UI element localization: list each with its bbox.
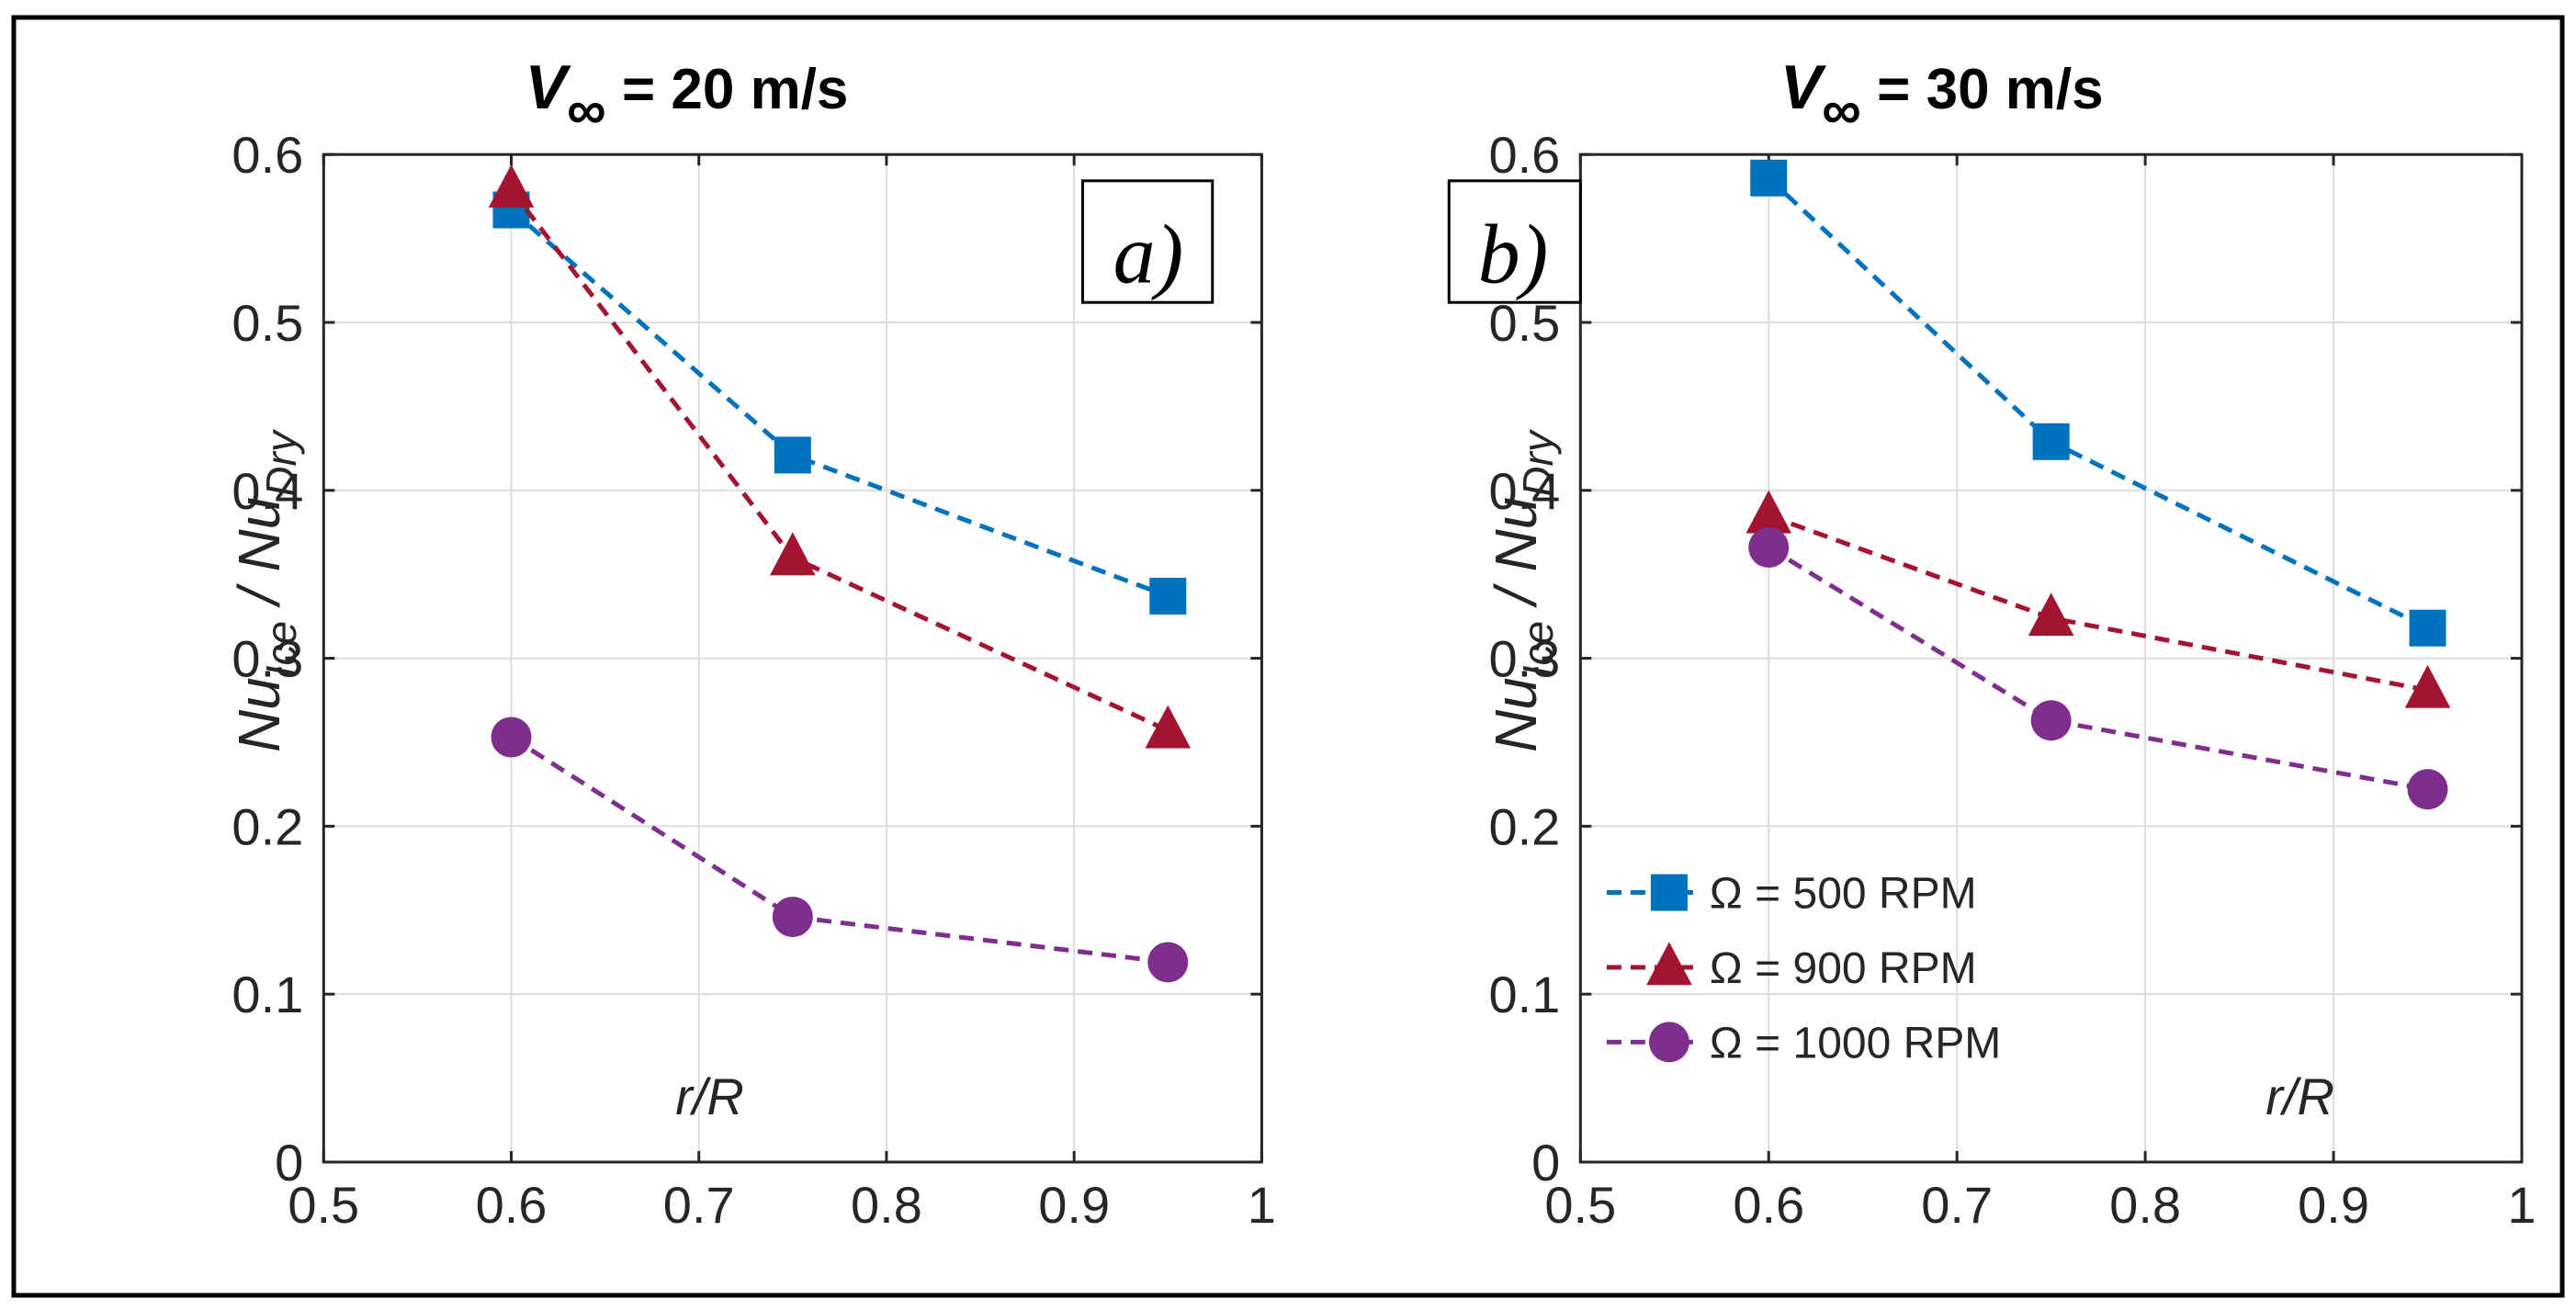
title-rest: = 20 m/s (606, 58, 849, 121)
data-point (2407, 769, 2448, 810)
x-tick-label: 0.9 (1038, 1176, 1110, 1234)
ylabel-separator: / (226, 572, 292, 621)
y-tick-label: 0.4 (232, 462, 303, 520)
data-point (488, 164, 535, 208)
ylabel-sub-dry: Dry (1514, 428, 1562, 497)
ylabel-nu-2: Nu (1483, 497, 1549, 572)
legend-marker (1648, 1022, 1689, 1063)
title-subscript: ∞ (567, 79, 606, 141)
data-point (772, 897, 813, 938)
y-tick-label: 0.4 (1488, 462, 1560, 520)
x-tick-label: 0.8 (2109, 1176, 2181, 1234)
y-tick-label: 0 (1531, 1134, 1560, 1191)
data-point (1149, 577, 1187, 615)
x-axis-label: r/R (675, 1067, 744, 1125)
x-tick-label: 0.9 (2298, 1176, 2369, 1234)
y-axis-label: NuIce / NuDry (226, 428, 305, 752)
panel-label-box (1447, 179, 1582, 304)
y-tick-label: 0.2 (232, 797, 303, 855)
x-tick-label: 1 (2507, 1176, 2536, 1234)
x-tick-label: 0.5 (1544, 1176, 1616, 1234)
ylabel-nu-2: Nu (226, 497, 292, 572)
panel-label-box (1080, 179, 1215, 304)
data-point (2404, 664, 2451, 708)
x-tick-label: 0.6 (476, 1176, 548, 1234)
data-point (2409, 609, 2446, 647)
y-axis-label: NuIce / NuDry (1483, 428, 1562, 752)
data-point (491, 717, 532, 758)
data-point (2030, 700, 2072, 741)
x-tick-label: 0.7 (663, 1176, 735, 1234)
data-point (1746, 490, 1792, 534)
legend: Ω = 500 RPM Ω = 900 RPM Ω = 1000 RPM (1606, 870, 2001, 1067)
legend-label: Ω = 900 RPM (1710, 944, 1977, 993)
ylabel-separator: / (1483, 572, 1549, 621)
x-tick-label: 0.8 (851, 1176, 922, 1234)
ylabel-nu-1: Nu (1483, 677, 1549, 752)
title-subscript: ∞ (1822, 79, 1861, 141)
title-variable: V (525, 52, 572, 122)
chart-title: V∞ = 20 m/s (525, 52, 849, 141)
data-point (1147, 942, 1189, 983)
y-tick-label: 0.1 (1488, 966, 1560, 1023)
panel-label: a) (1113, 208, 1184, 301)
data-point (2028, 593, 2074, 637)
legend-label: Ω = 1000 RPM (1710, 1019, 2001, 1067)
title-rest: = 30 m/s (1861, 58, 2104, 121)
y-tick-label: 0.1 (232, 966, 303, 1023)
data-point (1750, 159, 1788, 197)
y-tick-label: 0 (275, 1134, 303, 1191)
legend-marker (1650, 874, 1688, 911)
y-tick-label: 0.6 (232, 126, 303, 184)
ylabel-nu-1: Nu (226, 677, 292, 752)
data-point (1748, 526, 1790, 568)
y-tick-label: 0.5 (232, 294, 303, 352)
series-circle (491, 717, 1189, 983)
legend-marker (1646, 942, 1692, 986)
series-triangle (488, 164, 1192, 749)
y-tick-label: 0.3 (232, 630, 303, 688)
panel-b: 0.5 0.6 0.7 0.8 0.9 100.10.20.30.40.50.6V∞ = … (1447, 52, 2536, 1234)
data-point (774, 436, 811, 474)
series-square (1750, 159, 2446, 647)
panel-label: b) (1478, 208, 1549, 301)
data-point (1145, 705, 1192, 749)
series-triangle (1746, 490, 2451, 708)
y-tick-label: 0.3 (1488, 630, 1560, 688)
series-line (509, 208, 1169, 599)
data-point (770, 532, 816, 576)
x-tick-label: 1 (1248, 1176, 1276, 1234)
ylabel-sub-ice: Ice (257, 621, 305, 677)
x-axis-label: r/R (2265, 1067, 2334, 1125)
x-tick-label: 0.7 (1921, 1176, 1993, 1234)
data-point (2032, 423, 2070, 460)
panel-a: 0.5 0.6 0.7 0.8 0.9 1 0 0.1 0.2 0.3 0.4 0.5 0.6 V∞ = … (226, 52, 1276, 1234)
ylabel-sub-ice: Ice (1514, 621, 1562, 677)
title-variable: V (1780, 52, 1827, 122)
x-tick-label: 0.5 (288, 1176, 359, 1234)
ylabel-sub-dry: Dry (257, 428, 305, 497)
series-line (510, 735, 1169, 965)
legend-label: Ω = 500 RPM (1710, 870, 1977, 919)
chart-title: V∞ = 30 m/s (1780, 52, 2104, 141)
y-tick-label: 0.2 (1488, 797, 1560, 855)
x-tick-label: 0.6 (1733, 1176, 1804, 1234)
series-line (1767, 545, 2428, 792)
series-circle (1748, 526, 2448, 810)
y-tick-label: 0.6 (1488, 126, 1560, 184)
